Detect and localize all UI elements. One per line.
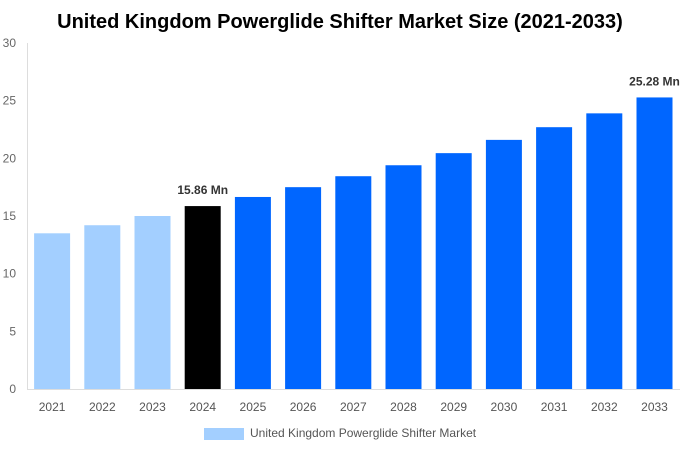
bar-2033 — [636, 97, 673, 390]
y-tick-label: 0 — [9, 382, 16, 396]
bar-2028 — [385, 165, 422, 389]
data-label: 25.28 Mn — [629, 74, 680, 88]
x-tick-label: 2030 — [491, 400, 518, 414]
legend: United Kingdom Powerglide Shifter Market — [204, 426, 477, 440]
x-tick-label: 2023 — [139, 400, 166, 414]
bar-2025 — [234, 196, 271, 389]
x-tick-label: 2027 — [340, 400, 367, 414]
x-tick-label: 2024 — [189, 400, 216, 414]
y-tick-label: 10 — [3, 267, 17, 281]
bar-2024 — [184, 206, 221, 389]
x-tick-label: 2033 — [641, 400, 668, 414]
x-tick-label: 2026 — [290, 400, 317, 414]
x-tick-label: 2031 — [541, 400, 568, 414]
legend-label: United Kingdom Powerglide Shifter Market — [250, 426, 477, 440]
x-tick-label: 2021 — [39, 400, 66, 414]
y-tick-label: 20 — [3, 151, 17, 165]
x-tick-label: 2032 — [591, 400, 618, 414]
data-label: 15.86 Mn — [177, 183, 228, 197]
y-tick-label: 30 — [3, 36, 17, 50]
bar-2023 — [134, 216, 171, 389]
bar-2031 — [536, 127, 573, 390]
bar-2032 — [586, 113, 623, 389]
y-tick-label: 15 — [3, 209, 17, 223]
chart-title: United Kingdom Powerglide Shifter Market… — [57, 11, 623, 33]
bar-2021 — [34, 233, 71, 389]
legend-swatch — [204, 428, 244, 440]
x-tick-label: 2022 — [89, 400, 116, 414]
x-tick-label: 2029 — [440, 400, 467, 414]
bar-2026 — [285, 187, 322, 389]
bar-2022 — [84, 225, 121, 389]
y-tick-label: 25 — [3, 94, 17, 108]
y-tick-label: 5 — [9, 324, 16, 338]
bar-2027 — [335, 176, 372, 389]
bar-2029 — [435, 153, 472, 389]
x-tick-label: 2025 — [240, 400, 267, 414]
bar-2030 — [485, 139, 522, 389]
x-tick-label: 2028 — [390, 400, 417, 414]
